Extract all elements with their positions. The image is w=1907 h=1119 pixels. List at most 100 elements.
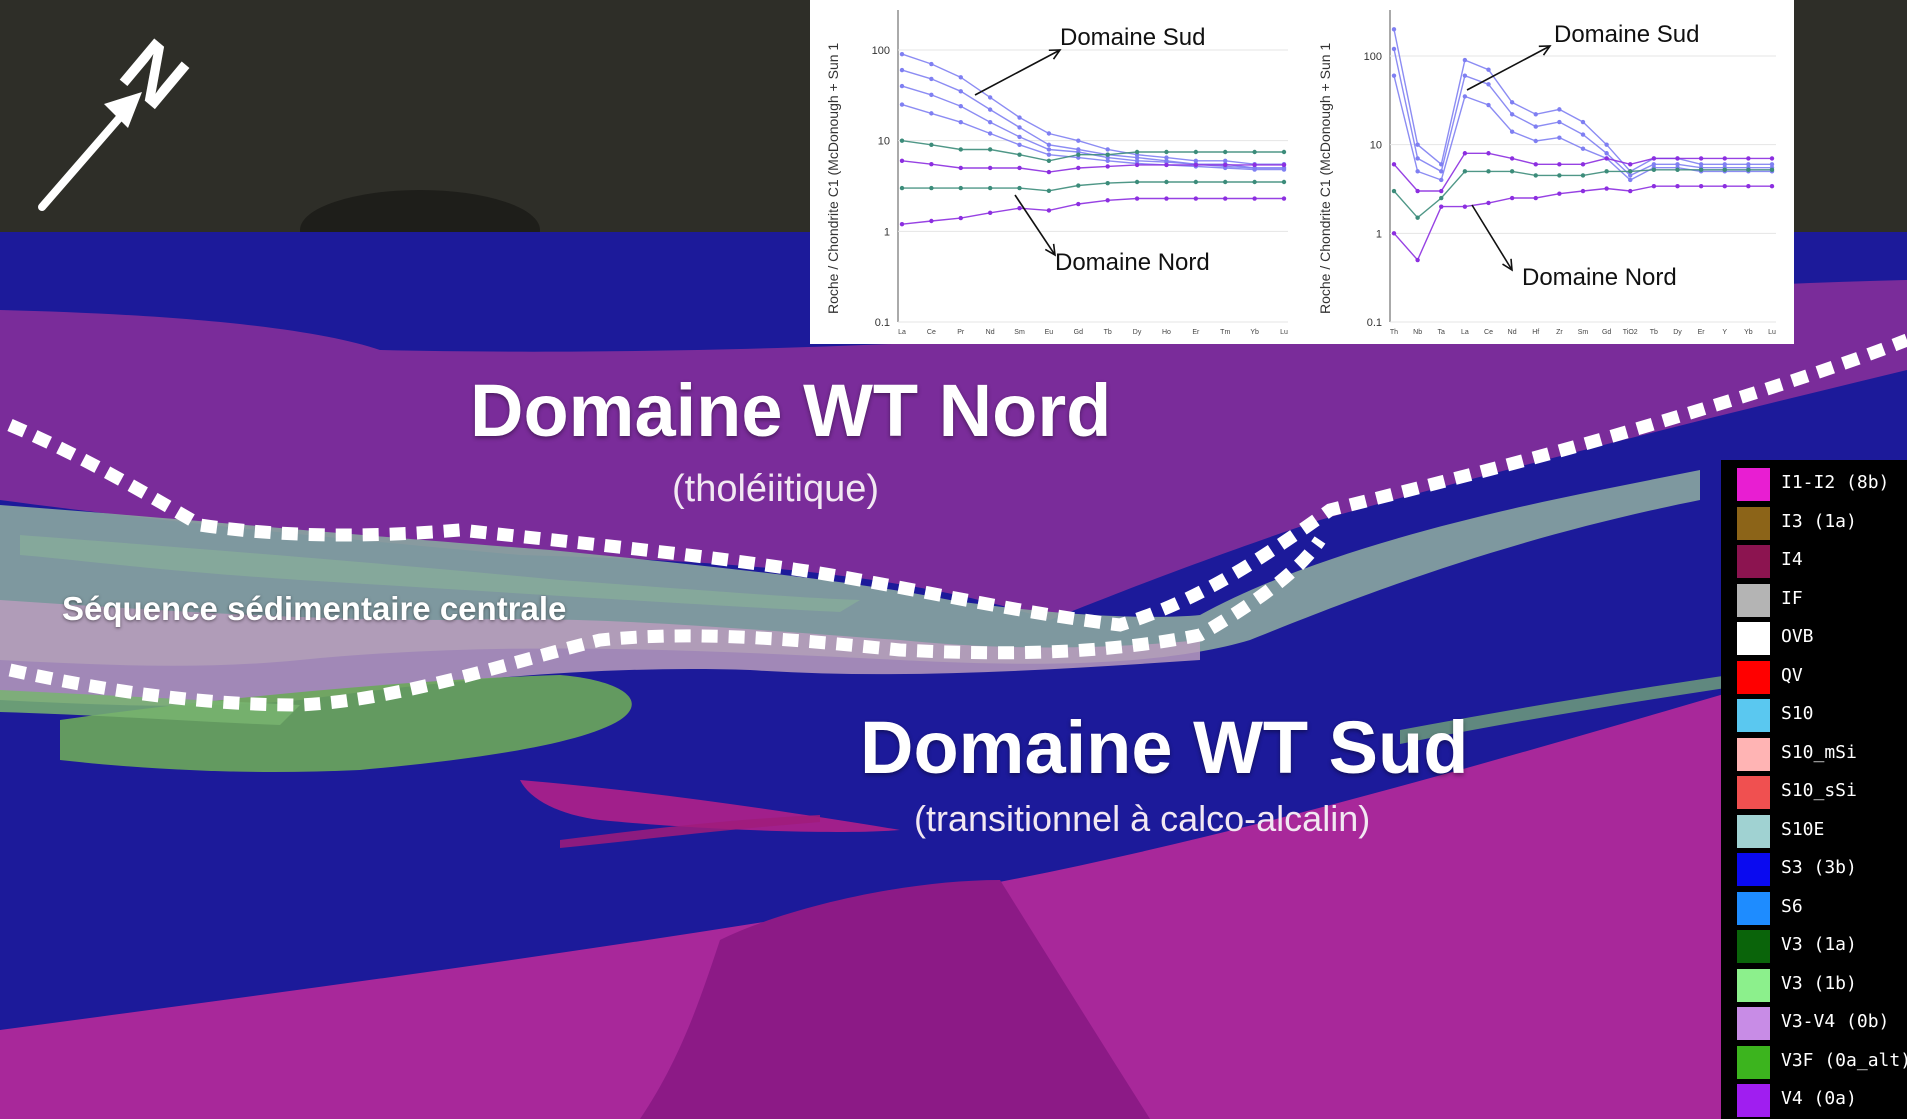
data-point <box>1415 156 1420 161</box>
unit-green-lens <box>60 675 632 772</box>
legend-swatch <box>1737 1084 1770 1117</box>
data-point <box>1391 188 1397 194</box>
annotation-arrowhead-icon <box>1538 45 1552 56</box>
legend-label: S3 (3b) <box>1781 857 1857 878</box>
unit-sedimentary-grey <box>0 470 1700 666</box>
x-tick-label: Ta <box>1438 329 1446 336</box>
legend-label: V4 (0a) <box>1781 1088 1857 1109</box>
data-point <box>958 147 963 152</box>
data-point <box>1017 185 1022 191</box>
data-point <box>1415 142 1420 147</box>
legend-item: IF <box>1737 582 1907 620</box>
legend-item: S10_sSi <box>1737 774 1907 812</box>
data-point <box>1076 138 1081 143</box>
series-line <box>902 181 1284 192</box>
data-point <box>1722 156 1727 161</box>
data-point <box>1722 162 1727 167</box>
annotation-arrow <box>1014 194 1056 256</box>
data-point <box>1604 156 1609 161</box>
legend-swatch <box>1737 853 1770 886</box>
x-tick-label: Nd <box>986 329 995 336</box>
legend-swatch <box>1737 930 1770 963</box>
data-point <box>1223 179 1228 185</box>
x-tick-label: Ce <box>927 329 936 336</box>
legend-swatch <box>1737 1045 1770 1079</box>
y-tick-label: 10 <box>878 136 890 148</box>
unit-green-upper-strip <box>20 535 860 612</box>
legend-swatch <box>1737 968 1770 1002</box>
data-point <box>1046 208 1052 213</box>
x-tick-label: Er <box>1698 329 1706 336</box>
legend-swatch <box>1737 776 1770 809</box>
north-arrow-head-icon <box>104 92 142 128</box>
data-point <box>1462 73 1468 78</box>
annotation-arrow <box>1471 204 1513 271</box>
unit-south-magenta <box>0 640 1907 1119</box>
data-point <box>929 142 934 148</box>
legend-swatch <box>1737 737 1770 771</box>
data-point <box>1698 162 1704 167</box>
legend-swatch <box>1737 622 1770 655</box>
data-point <box>1698 184 1704 189</box>
data-point <box>1046 142 1052 148</box>
x-tick-label: Nb <box>1413 329 1422 336</box>
data-point <box>1046 131 1052 136</box>
legend-swatch <box>1737 545 1770 578</box>
legend-swatch <box>1737 468 1770 501</box>
data-point <box>1651 167 1657 173</box>
series-line <box>1393 185 1772 262</box>
data-point <box>1462 94 1468 99</box>
data-point <box>1252 167 1257 172</box>
series-line <box>901 160 1284 173</box>
legend-item: V3 (1a) <box>1737 928 1907 966</box>
data-point <box>1415 188 1420 194</box>
annotation-label: Domaine Sud <box>1554 21 1699 48</box>
data-point <box>1675 156 1680 161</box>
legend-swatch <box>1737 583 1770 617</box>
data-point <box>1628 188 1633 194</box>
x-tick-label: Er <box>1192 329 1200 336</box>
data-point <box>1580 146 1586 151</box>
series-line <box>901 103 1284 171</box>
ree-spider-chart: 100 10 1 0.1 Roche / Chondrite C1 (McDonough… <box>825 10 1288 336</box>
data-point <box>1746 162 1751 167</box>
data-point <box>1533 173 1538 178</box>
data-point <box>1533 138 1538 144</box>
data-point <box>1164 149 1169 155</box>
data-point <box>1533 195 1538 201</box>
data-point <box>958 103 963 109</box>
data-point <box>1746 156 1751 161</box>
x-tick-label: Zr <box>1556 329 1563 336</box>
data-point <box>1769 167 1775 173</box>
data-point <box>899 158 905 163</box>
data-point <box>1046 158 1052 163</box>
unit-sedimentary-pink <box>0 600 1200 706</box>
data-point <box>987 165 993 171</box>
data-point <box>1223 162 1228 168</box>
data-point <box>1134 149 1140 155</box>
data-point <box>1486 102 1491 108</box>
data-point <box>1046 152 1052 157</box>
data-point <box>1698 156 1704 161</box>
data-point <box>1746 167 1751 173</box>
x-tick-label: La <box>898 329 906 336</box>
data-point <box>1076 201 1081 207</box>
annotation-arrowhead-icon <box>1044 243 1056 257</box>
data-point <box>1533 112 1538 117</box>
series-line <box>901 53 1284 165</box>
x-tick-label: Eu <box>1045 329 1054 336</box>
annotation-arrow <box>1466 45 1551 91</box>
data-point <box>1415 169 1420 174</box>
legend: I1-I2 (8b) I3 (1a) I4 IF OVB QV S10 S10_mSi S10_… <box>1721 460 1907 1119</box>
data-point <box>1462 151 1468 156</box>
legend-item: QV <box>1737 659 1907 697</box>
x-tick-label: Gd <box>1602 329 1611 336</box>
data-point <box>1651 156 1657 161</box>
legend-label: I3 (1a) <box>1781 510 1857 532</box>
x-tick-label: Tm <box>1220 329 1230 336</box>
data-point <box>1533 124 1538 129</box>
legend-item: V3F (0a_alt) <box>1737 1044 1907 1082</box>
x-tick-label: Ho <box>1162 329 1171 336</box>
legend-item: I3 (1a) <box>1737 505 1907 543</box>
